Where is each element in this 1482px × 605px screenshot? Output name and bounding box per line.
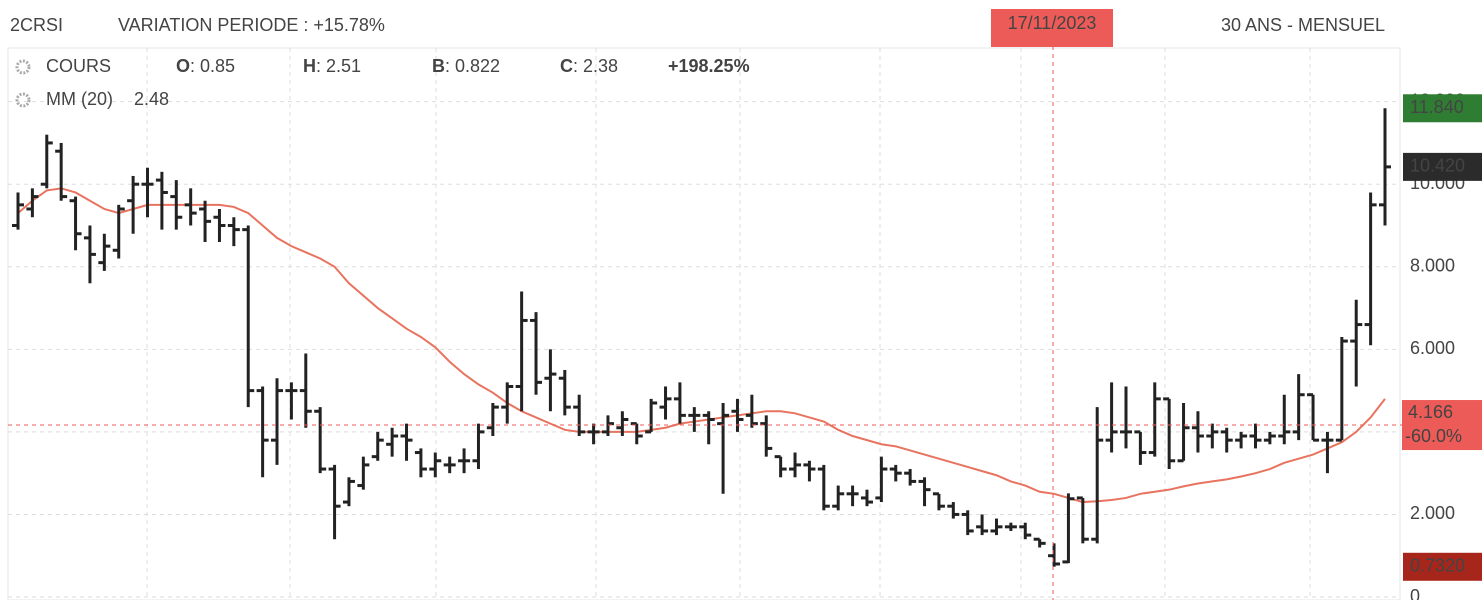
- legend-value: B: 0.822: [432, 56, 500, 76]
- crosshair-change: -60.0%: [1405, 426, 1462, 446]
- gear-icon[interactable]: [15, 92, 31, 108]
- legend-number: 2.38: [583, 56, 618, 76]
- legend-change: +198.25%: [668, 56, 750, 76]
- legend-value: O: 0.85: [176, 56, 235, 76]
- crosshair-date-box: [991, 9, 1113, 47]
- crosshair-value-box: [1402, 400, 1482, 451]
- y-tick-label: 0: [1410, 586, 1420, 600]
- price-marker-label: 11.840: [1410, 97, 1464, 117]
- legend-label: COURS: [46, 56, 111, 76]
- y-tick-label: 2.000: [1410, 503, 1455, 523]
- price-marker: [1403, 152, 1482, 181]
- legend-number: 0.85: [200, 56, 235, 76]
- moving-average-line: [17, 187, 1386, 504]
- y-tick-label: 6.000: [1410, 338, 1455, 358]
- price-marker: [1403, 94, 1482, 123]
- symbol: 2CRSI: [10, 15, 63, 35]
- price-marker-label: 0.7320: [1410, 556, 1465, 576]
- price-marker-label: 10.420: [1410, 156, 1465, 176]
- legend-value: C: 2.38: [560, 56, 618, 76]
- legend-key: C: [560, 56, 573, 76]
- variation: VARIATION PERIODE : +15.78%: [118, 15, 385, 35]
- legend-label: MM (20): [46, 89, 113, 109]
- plot-frame: [7, 47, 1401, 601]
- period: 30 ANS - MENSUEL: [1221, 15, 1385, 35]
- gear-icon[interactable]: [15, 59, 31, 75]
- legend-key: B: [432, 56, 445, 76]
- crosshair-value: 4.166: [1408, 402, 1453, 422]
- legend-key: O: [176, 56, 190, 76]
- crosshair-date: 17/11/2023: [1008, 13, 1097, 33]
- legend-key: H: [303, 56, 316, 76]
- y-tick-label: 8.000: [1410, 256, 1455, 276]
- legend-value: 2.48: [134, 89, 169, 109]
- legend-number: 2.51: [326, 56, 361, 76]
- price-marker: [1403, 552, 1482, 581]
- legend-number: 0.822: [455, 56, 500, 76]
- legend-value: H: 2.51: [303, 56, 361, 76]
